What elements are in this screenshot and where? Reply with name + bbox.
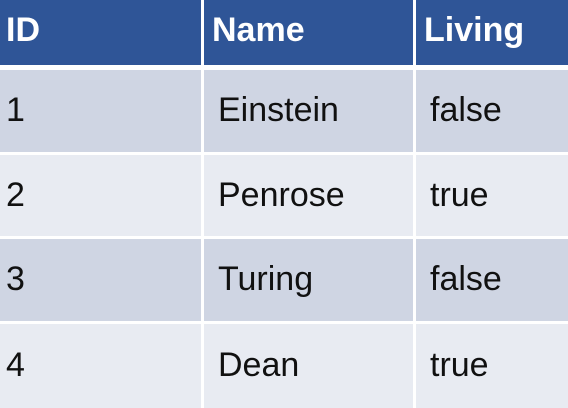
cell-living: true xyxy=(416,154,568,239)
column-header-name[interactable]: Name xyxy=(204,0,416,70)
column-header-living[interactable]: Living xyxy=(416,0,568,70)
cell-id: 3 xyxy=(0,239,204,324)
table-header: ID Name Living xyxy=(0,0,568,70)
column-header-id[interactable]: ID xyxy=(0,0,204,70)
table-row[interactable]: 4 Dean true xyxy=(0,323,568,408)
table-row[interactable]: 2 Penrose true xyxy=(0,154,568,239)
cell-name: Turing xyxy=(204,239,416,324)
header-row: ID Name Living xyxy=(0,0,568,70)
cell-living: false xyxy=(416,239,568,324)
cell-id: 1 xyxy=(0,70,204,155)
table-row[interactable]: 3 Turing false xyxy=(0,239,568,324)
cell-name: Dean xyxy=(204,323,416,408)
cell-living: false xyxy=(416,70,568,155)
cell-name: Einstein xyxy=(204,70,416,155)
cell-id: 2 xyxy=(0,154,204,239)
cell-name: Penrose xyxy=(204,154,416,239)
cell-living: true xyxy=(416,323,568,408)
cell-id: 4 xyxy=(0,323,204,408)
table-row[interactable]: 1 Einstein false xyxy=(0,70,568,155)
table-body: 1 Einstein false 2 Penrose true 3 Turing… xyxy=(0,70,568,408)
